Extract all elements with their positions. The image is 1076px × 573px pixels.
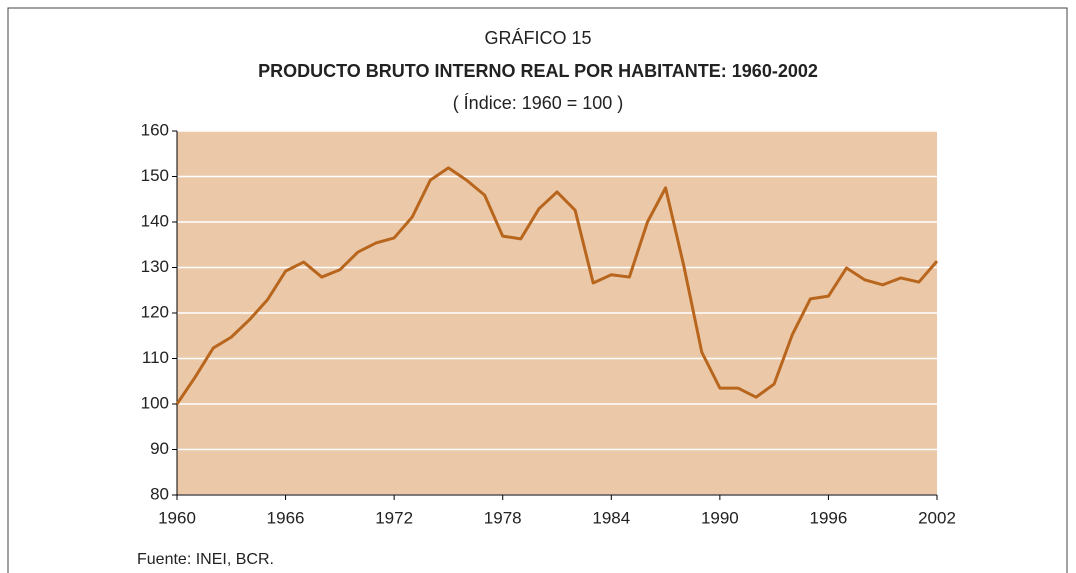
x-tick-label: 1966 xyxy=(267,508,305,527)
y-tick-label: 130 xyxy=(141,257,169,276)
y-tick-label: 100 xyxy=(141,393,169,412)
x-tick-label: 2002 xyxy=(918,508,956,527)
chart-title: PRODUCTO BRUTO INTERNO REAL POR HABITANT… xyxy=(258,61,818,81)
x-tick-label: 1990 xyxy=(701,508,739,527)
frame xyxy=(7,7,1068,573)
y-tick-label: 90 xyxy=(150,439,169,458)
chart-subtitle: ( Índice: 1960 = 100 ) xyxy=(453,93,624,113)
y-tick-label: 160 xyxy=(141,120,169,139)
source-note: Fuente: INEI, BCR. xyxy=(137,551,274,568)
y-tick-label: 110 xyxy=(142,348,169,367)
y-tick-label: 140 xyxy=(141,211,169,230)
chart-label: GRÁFICO 15 xyxy=(484,28,591,48)
y-tick-label: 120 xyxy=(141,302,169,321)
x-tick-label: 1996 xyxy=(810,508,848,527)
y-tick-label: 150 xyxy=(141,166,169,185)
x-tick-label: 1972 xyxy=(375,508,413,527)
x-tick-label: 1978 xyxy=(484,508,522,527)
y-tick-label: 80 xyxy=(150,484,169,503)
x-tick-label: 1960 xyxy=(158,508,196,527)
data-line xyxy=(175,166,939,405)
x-tick-label: 1984 xyxy=(592,508,630,527)
